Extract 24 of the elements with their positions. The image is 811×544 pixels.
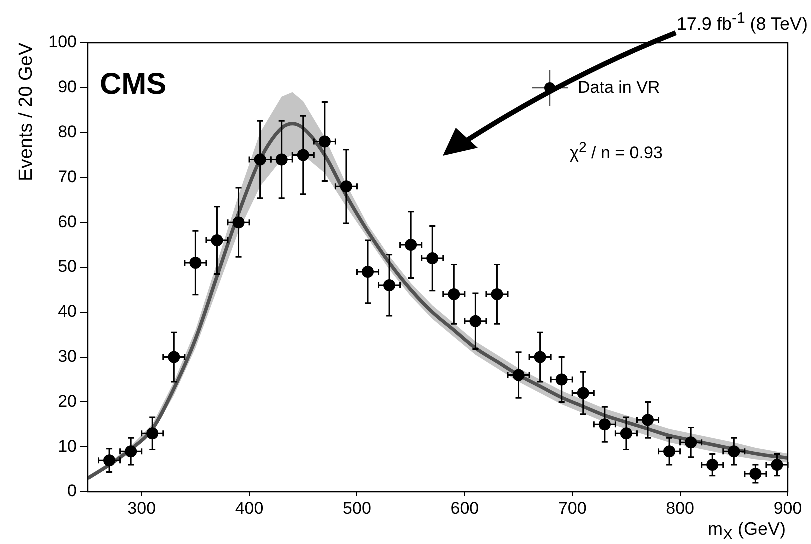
x-tick-label: 300 xyxy=(128,498,156,518)
y-tick-label: 60 xyxy=(58,212,77,232)
x-tick-label: 700 xyxy=(558,498,587,518)
y-tick-label: 0 xyxy=(68,482,77,501)
x-tick-label: 500 xyxy=(343,498,372,518)
x-tick-label: 600 xyxy=(450,498,480,518)
legend-label: Data in VR xyxy=(578,78,660,98)
y-tick-label: 100 xyxy=(48,32,77,52)
x-axis-title: m$_{X}$ (GeV) xyxy=(708,519,786,544)
x-tick-label: 800 xyxy=(666,498,694,518)
y-tick-label: 20 xyxy=(58,392,77,411)
y-tick-label: 90 xyxy=(58,78,77,97)
x-tick-label: 400 xyxy=(235,498,264,518)
y-tick-label: 70 xyxy=(58,167,77,186)
y-tick-label: 40 xyxy=(58,302,77,322)
y-tick-label: 10 xyxy=(58,436,77,456)
y-tick-label: 80 xyxy=(58,122,77,142)
annotation: χ$^{2}$ / n = 0.93 xyxy=(570,140,663,164)
y-axis-title: Events / 20 GeV xyxy=(16,43,38,182)
y-tick-label: 30 xyxy=(58,346,77,366)
annotation: CMS xyxy=(100,68,167,102)
x-tick-label: 900 xyxy=(774,498,802,518)
y-tick-label: 50 xyxy=(58,257,77,276)
text: 17.9 fb$^{-1}$ (8 TeV) xyxy=(676,10,808,35)
